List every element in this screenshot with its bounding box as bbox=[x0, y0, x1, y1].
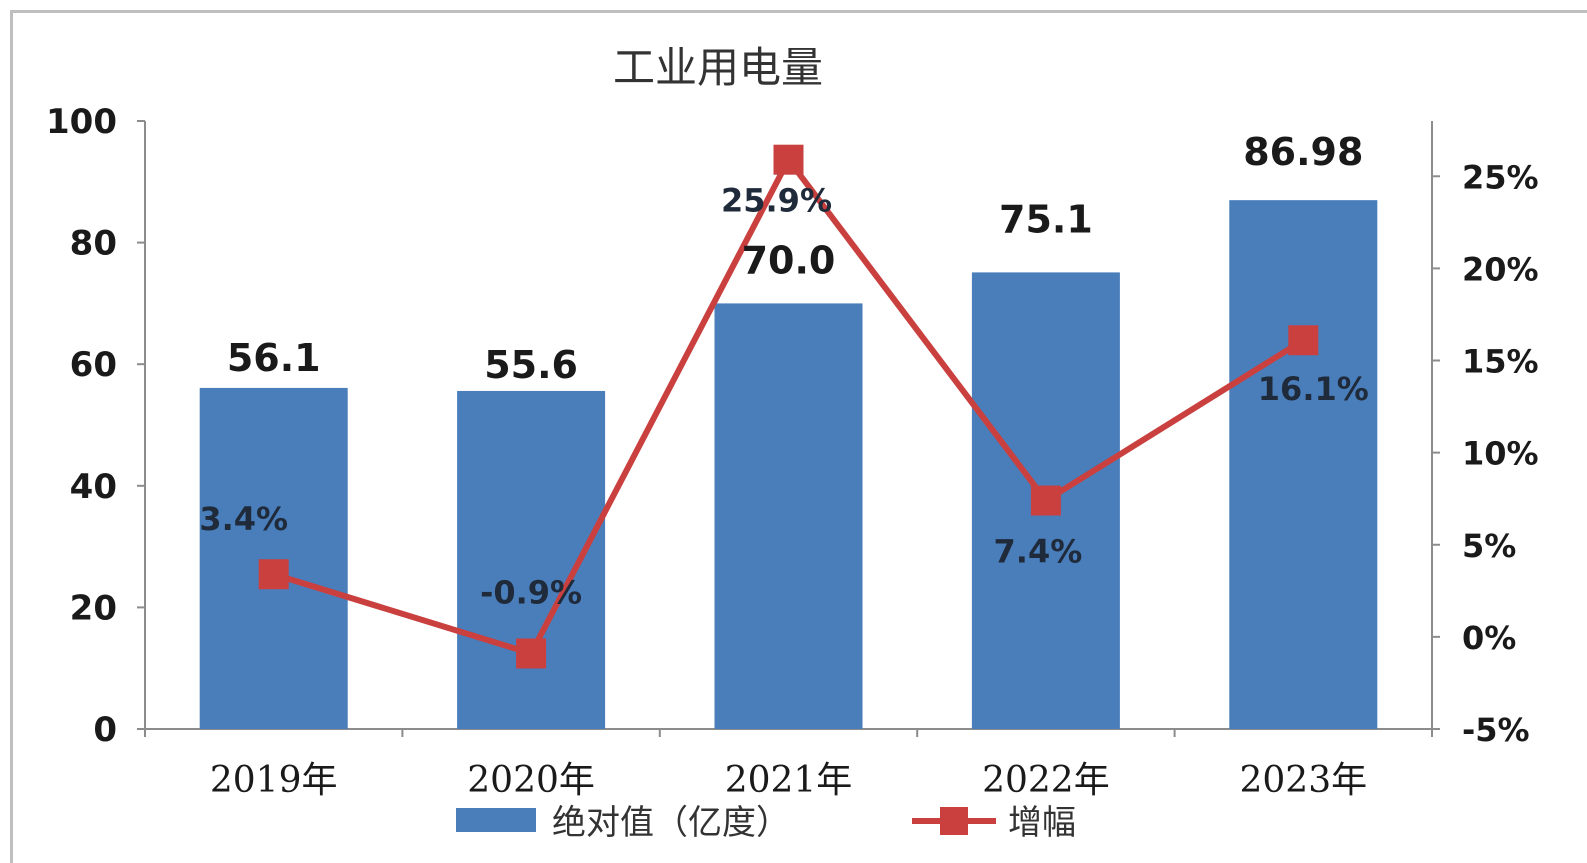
growth-point-marker bbox=[516, 638, 547, 669]
left-tick-label: 80 bbox=[70, 224, 117, 264]
chart-title: 工业用电量 bbox=[613, 43, 823, 92]
left-tick-label: 20 bbox=[70, 588, 117, 628]
right-tick-label: -5% bbox=[1462, 711, 1530, 749]
left-tick-label: 100 bbox=[46, 102, 117, 142]
bar bbox=[714, 303, 863, 729]
labels-layer: 56.1 55.6 70.0 75.1 86.98 3.4% -0.9% 25.9% 7.4% 1… bbox=[199, 130, 1368, 611]
right-tick-label: 15% bbox=[1462, 343, 1539, 381]
bar-value-label: 56.1 bbox=[227, 336, 321, 380]
bar bbox=[1229, 200, 1378, 729]
legend-swatch-marker bbox=[940, 807, 968, 835]
right-tick-label: 25% bbox=[1462, 158, 1539, 196]
x-tick-label: 2022年 bbox=[982, 760, 1110, 801]
growth-value-label: 25.9% bbox=[721, 182, 832, 220]
x-tick-label: 2023年 bbox=[1239, 760, 1367, 801]
x-tick-label: 2020年 bbox=[467, 760, 595, 801]
left-tick-label: 0 bbox=[93, 710, 117, 750]
right-tick-label: 0% bbox=[1462, 619, 1516, 657]
axes-layer: 0 20 40 60 80 100 -5% 0% 5% 10% 15% 20% 25% 2019年 2020… bbox=[46, 102, 1539, 801]
growth-value-label: 16.1% bbox=[1258, 370, 1369, 408]
bar-value-label: 55.6 bbox=[484, 343, 578, 387]
right-tick-label: 5% bbox=[1462, 527, 1516, 565]
legend: 绝对值（亿度） 增幅 bbox=[456, 803, 1076, 843]
growth-value-label: -0.9% bbox=[480, 573, 582, 611]
x-tick-label: 2021年 bbox=[725, 760, 853, 801]
growth-value-label: 7.4% bbox=[994, 533, 1083, 571]
growth-point-marker bbox=[773, 144, 804, 175]
chart-frame bbox=[10, 10, 1587, 863]
left-tick-label: 40 bbox=[70, 467, 117, 507]
growth-value-label: 3.4% bbox=[199, 500, 288, 538]
x-tick-label: 2019年 bbox=[210, 760, 338, 801]
bar-value-label: 86.98 bbox=[1243, 130, 1363, 174]
legend-label-bar: 绝对值（亿度） bbox=[552, 803, 790, 843]
growth-point-marker bbox=[1030, 485, 1061, 516]
bar-value-label: 70.0 bbox=[742, 238, 836, 282]
bar bbox=[199, 387, 348, 729]
growth-line-layer bbox=[258, 144, 1319, 669]
legend-swatch-bar bbox=[456, 808, 536, 832]
bar-value-label: 75.1 bbox=[999, 197, 1093, 241]
legend-label-line: 增幅 bbox=[1008, 803, 1076, 843]
growth-point-marker bbox=[258, 559, 289, 590]
left-tick-label: 60 bbox=[70, 345, 117, 385]
growth-point-marker bbox=[1288, 325, 1319, 356]
right-tick-label: 10% bbox=[1462, 435, 1539, 473]
bars-layer bbox=[199, 200, 1378, 729]
right-tick-label: 20% bbox=[1462, 250, 1539, 288]
